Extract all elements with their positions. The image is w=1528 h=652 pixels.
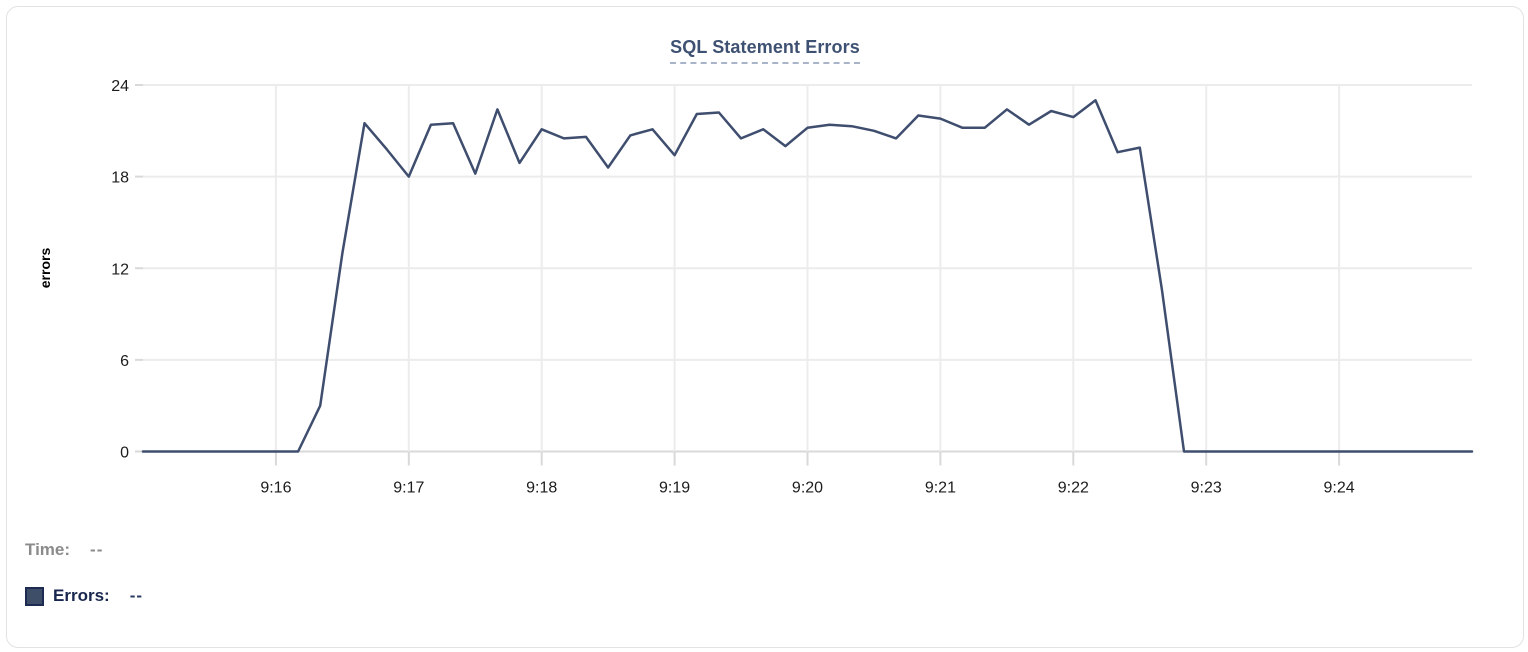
svg-text:0: 0 (120, 445, 129, 462)
svg-text:9:24: 9:24 (1324, 480, 1355, 497)
svg-text:9:22: 9:22 (1058, 480, 1089, 497)
errors-value: -- (129, 586, 144, 605)
time-value: -- (90, 540, 104, 559)
svg-text:9:21: 9:21 (925, 480, 956, 497)
errors-series-swatch (25, 586, 44, 606)
errors-label: Errors: (53, 586, 110, 605)
svg-text:errors: errors (37, 248, 53, 289)
errors-line-chart[interactable]: 0 6 12 18 24 9:16 9:17 9:18 9:19 9:20 9:21 9:22 9:23… (6, 6, 1524, 511)
svg-text:9:17: 9:17 (393, 480, 424, 497)
chart-header: SQL Statement Errors (7, 37, 1523, 64)
time-label: Time: (25, 540, 71, 559)
svg-text:9:23: 9:23 (1191, 480, 1222, 497)
svg-text:6: 6 (120, 353, 129, 370)
chart-title[interactable]: SQL Statement Errors (670, 37, 860, 64)
svg-text:18: 18 (111, 170, 129, 187)
svg-text:24: 24 (111, 78, 129, 95)
svg-text:9:18: 9:18 (526, 480, 557, 497)
svg-text:9:16: 9:16 (260, 480, 291, 497)
svg-text:12: 12 (111, 261, 129, 278)
legend-row-time: Time: -- (25, 537, 143, 563)
svg-text:9:19: 9:19 (659, 480, 690, 497)
svg-text:9:20: 9:20 (792, 480, 823, 497)
legend-row-errors: Errors: -- (25, 583, 143, 609)
chart-card: SQL Statement Errors 0 6 12 18 24 9:16 9:17 9:1… (6, 6, 1524, 648)
chart-legend: Time: -- Errors: -- (25, 537, 143, 629)
